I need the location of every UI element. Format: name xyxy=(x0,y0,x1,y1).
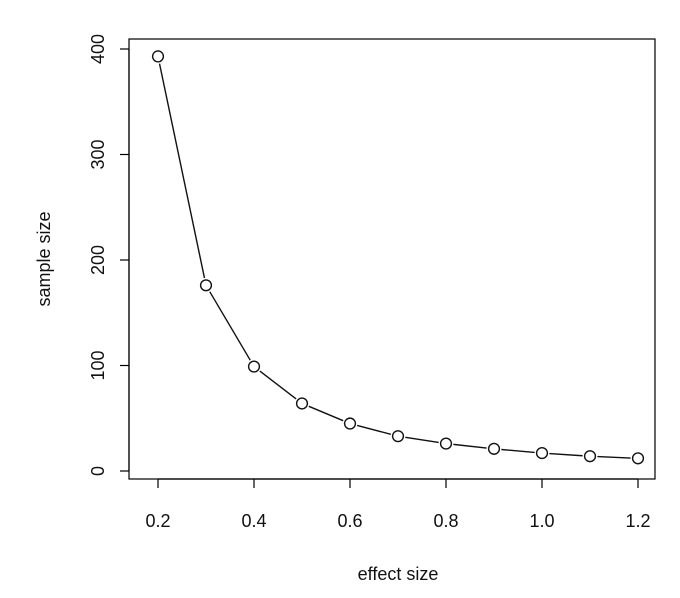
y-tick-label: 100 xyxy=(88,350,108,380)
series-point xyxy=(583,450,597,463)
series-segment xyxy=(501,448,535,454)
series-segment xyxy=(308,405,344,422)
series-segment xyxy=(453,443,487,449)
x-axis-label: effect size xyxy=(358,564,439,584)
y-tick-label: 0 xyxy=(88,466,108,476)
x-tick-label: 0.8 xyxy=(433,511,458,531)
series-segment xyxy=(158,63,206,279)
x-tick-label: 0.6 xyxy=(337,511,362,531)
series-segment xyxy=(405,436,439,444)
series-layer xyxy=(151,50,645,465)
x-tick-label: 1.2 xyxy=(625,511,650,531)
series-point xyxy=(343,417,357,430)
x-tick-label: 0.4 xyxy=(241,511,266,531)
series-point xyxy=(247,360,261,373)
y-tick-label: 200 xyxy=(88,245,108,275)
series-point xyxy=(535,446,549,460)
y-axis-label: sample size xyxy=(34,211,54,306)
x-tick-label: 0.2 xyxy=(145,511,170,531)
series-segment xyxy=(259,370,297,400)
series-point xyxy=(487,442,501,455)
series-point xyxy=(631,452,645,465)
y-axis: 0 100 200 300 400 xyxy=(88,34,130,476)
plot-frame xyxy=(128,38,656,480)
series-point xyxy=(295,397,309,410)
series-segment xyxy=(209,291,251,361)
series-point xyxy=(391,430,405,443)
series-point xyxy=(199,279,213,292)
series-point xyxy=(151,50,165,63)
x-axis: 0.2 0.4 0.6 0.8 1.0 1.2 xyxy=(145,478,651,531)
series-segment xyxy=(356,424,392,435)
x-ticks: 0.2 0.4 0.6 0.8 1.0 1.2 xyxy=(145,479,651,531)
series-segment xyxy=(549,452,583,457)
series-segment xyxy=(597,455,631,459)
x-tick-label: 1.0 xyxy=(529,511,554,531)
series-point xyxy=(439,437,453,450)
y-ticks: 0 100 200 300 400 xyxy=(88,34,129,476)
y-tick-label: 300 xyxy=(88,139,108,169)
y-tick-label: 400 xyxy=(88,34,108,64)
